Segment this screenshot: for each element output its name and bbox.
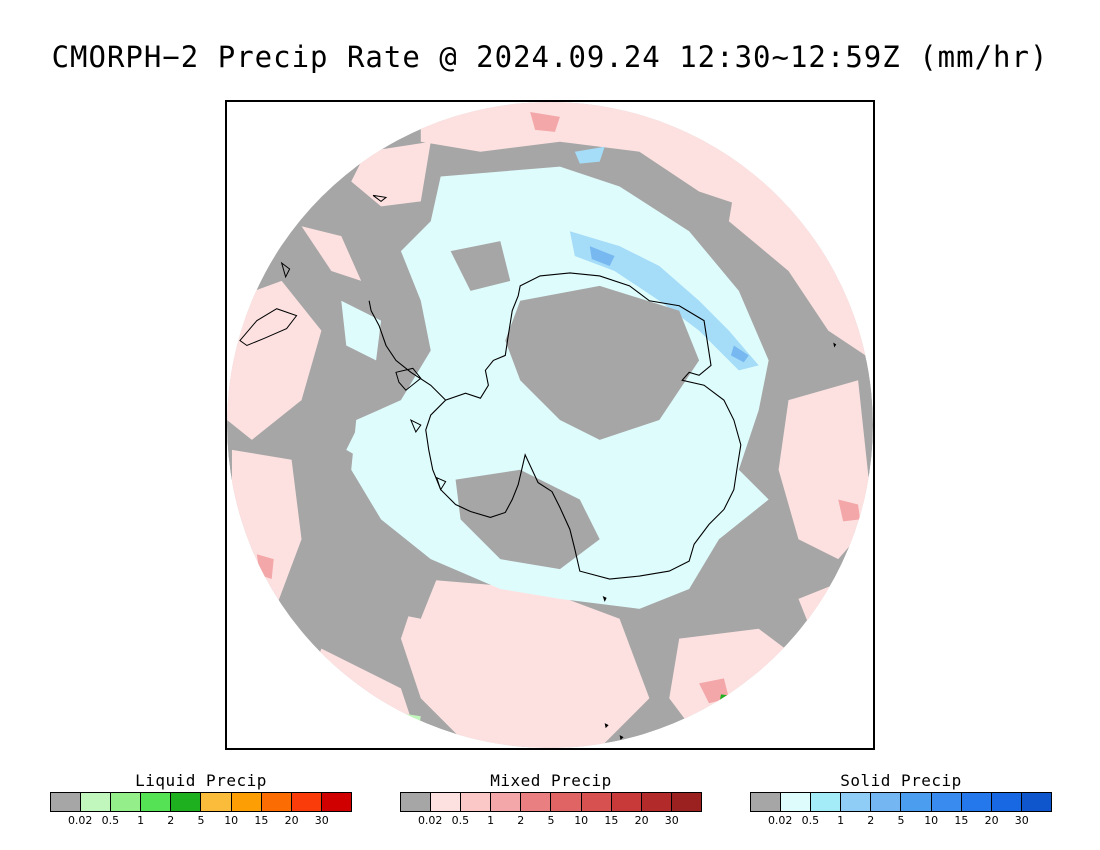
tick-label: 5 [897,814,905,827]
tick-label: 20 [284,814,299,827]
tick-label: 5 [197,814,205,827]
tick-label: 10 [924,814,939,827]
color-swatch [961,793,992,811]
color-swatch [671,793,701,811]
color-scale [750,792,1052,812]
polar-map-svg [227,102,873,748]
color-swatch [231,793,262,811]
tick-labels: 0.02 0.5 1 2 5 10 15 20 30 [50,812,352,828]
color-swatch [521,793,552,811]
antarctica-coastline [425,272,742,580]
tick-label: 1 [837,814,845,827]
color-swatch [81,793,112,811]
tick-label: 30 [1014,814,1029,827]
color-swatch [611,793,642,811]
tick-labels: 0.02 0.5 1 2 5 10 15 20 30 [400,812,702,828]
color-scale [400,792,702,812]
color-swatch [291,793,322,811]
color-swatch [551,793,582,811]
tick-label: 0.02 [67,814,93,827]
color-swatch [931,793,962,811]
color-swatch [841,793,872,811]
tick-label: 1 [487,814,495,827]
tick-label: 20 [984,814,999,827]
solid-precip-heavy [589,246,749,363]
tick-label: 0.5 [451,814,470,827]
tick-label: 15 [954,814,969,827]
tick-label: 0.5 [101,814,120,827]
legend-title: Solid Precip [840,771,962,790]
tick-label: 30 [314,814,329,827]
tick-label: 30 [664,814,679,827]
liquid-precip-moderate [719,694,729,702]
legend-mixed: Mixed Precip 0.02 0.5 1 2 5 10 15 20 30 [400,770,702,828]
tick-label: 15 [604,814,619,827]
color-swatch [401,793,432,811]
color-swatch [901,793,932,811]
legend-solid: Solid Precip 0.02 0.5 1 2 5 10 15 20 30 [750,770,1052,828]
tick-label: 2 [167,814,175,827]
tick-label: 20 [634,814,649,827]
tick-label: 2 [517,814,525,827]
color-swatch [581,793,612,811]
antarctic-peninsula-coastline [368,300,447,401]
color-swatch [461,793,492,811]
legend-title: Mixed Precip [490,771,612,790]
tick-label: 0.02 [417,814,443,827]
legend-title: Liquid Precip [135,771,267,790]
interior-no-precip [371,241,700,619]
precip-map [225,100,875,750]
tick-label: 15 [254,814,269,827]
color-swatch [51,793,82,811]
color-swatch [141,793,172,811]
color-scale [50,792,352,812]
color-swatch [811,793,842,811]
color-swatch [171,793,202,811]
south-america-coastline [239,194,388,347]
tick-label: 1 [137,814,145,827]
tick-label: 2 [867,814,875,827]
tick-label: 5 [547,814,555,827]
color-swatch [781,793,812,811]
color-swatch [431,793,462,811]
color-swatch [321,793,351,811]
color-swatch [871,793,902,811]
color-swatch [751,793,782,811]
tick-label: 10 [574,814,589,827]
tick-label: 0.02 [767,814,793,827]
color-swatch [1021,793,1051,811]
color-swatch [201,793,232,811]
color-swatch [111,793,142,811]
tick-label: 0.5 [801,814,820,827]
solid-precip-moderate [569,146,759,371]
map-title: CMORPH−2 Precip Rate @ 2024.09.24 12:30~… [51,40,1049,74]
color-swatch [641,793,672,811]
tick-labels: 0.02 0.5 1 2 5 10 15 20 30 [750,812,1052,828]
peninsula-islands [395,367,447,491]
tick-label: 10 [224,814,239,827]
legend-liquid: Liquid Precip 0.02 0.5 1 2 5 10 15 20 30 [50,770,352,828]
color-swatch [991,793,1022,811]
color-swatch [261,793,292,811]
color-swatch [491,793,522,811]
